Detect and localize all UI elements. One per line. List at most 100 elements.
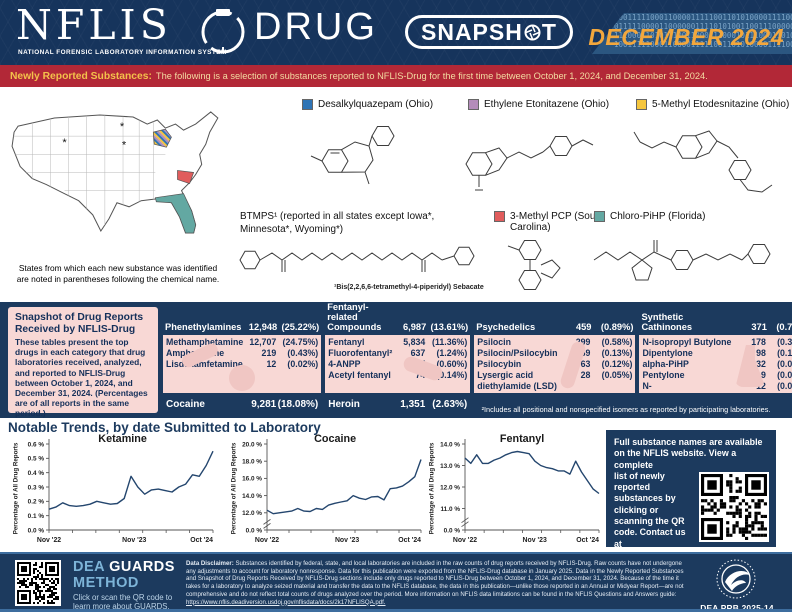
- svg-text:0.1 %: 0.1 %: [28, 513, 45, 520]
- guards-caption: Click or scan the QR code to learn more …: [73, 593, 173, 612]
- snapshot-panel: Snapshot of Drug Reports Received by NFL…: [0, 292, 792, 418]
- nflis-logo-subtitle: NATIONAL FORENSIC LABORATORY INFORMATION…: [18, 49, 227, 56]
- table-psychedelics: Psychedelics 459 (0.89%) Psilocin 299 (0.58%…: [474, 302, 636, 418]
- banner-label: Newly Reported Substances:: [10, 70, 152, 82]
- svg-text:12.0 %: 12.0 %: [242, 510, 262, 517]
- svg-text:Oct '24: Oct '24: [398, 537, 421, 544]
- category-name: Phenethylamines: [165, 322, 242, 332]
- category-pct: (0.72%): [776, 322, 792, 332]
- ketamine-line-chart: 0.0 % 0.1 % 0.2 % 0.3 % 0.4 % 0.5 % 0.6 % Nov '…: [28, 439, 214, 544]
- edition-date: DECEMBER 2024: [588, 24, 784, 50]
- category-name: Psychedelics: [476, 322, 536, 332]
- footer-accent-line: [0, 609, 792, 612]
- svg-text:0.0 %: 0.0 %: [246, 527, 263, 534]
- svg-text:Oct '24: Oct '24: [576, 537, 599, 544]
- svg-text:Nov '22: Nov '22: [255, 537, 279, 544]
- contact-box: Full substance names are available on th…: [606, 430, 776, 560]
- svg-text:20.0 %: 20.0 %: [242, 441, 262, 448]
- category-count: 12,948: [248, 322, 278, 332]
- chemical-structure-5-methyl-etodesnitazine-icon: [633, 130, 773, 193]
- svg-text:18.0 %: 18.0 %: [242, 459, 262, 466]
- legend-label: Chloro-PiHP (Florida): [610, 211, 706, 222]
- trend-chart-ketamine: Percentage of All Drug Reports Ketamine …: [6, 433, 218, 549]
- legend-5-methyl-etodesnitazine: 5-Methyl Etodesnitazine (Ohio): [636, 99, 789, 110]
- category-pct: (25.22%): [281, 322, 320, 332]
- svg-text:0.0 %: 0.0 %: [444, 527, 461, 534]
- qr-code-substances[interactable]: [699, 472, 769, 542]
- svg-text:Nov '23: Nov '23: [122, 537, 146, 544]
- banner-text: The following is a selection of substanc…: [155, 71, 708, 81]
- us-map: * * *: [11, 111, 219, 234]
- svg-text:0.6 %: 0.6 %: [28, 441, 45, 448]
- category-name: Synthetic Cathinones: [641, 312, 693, 332]
- nflis-emblem-icon: [201, 9, 245, 54]
- svg-text:11.0 %: 11.0 %: [440, 506, 460, 513]
- legend-label: 3-Methyl PCP (South Carolina): [510, 211, 604, 233]
- chemical-structure-ethylene-etonitazene-icon: [465, 136, 594, 191]
- snapshot-title: Snapshot of Drug Reports Received by NFL…: [15, 312, 144, 335]
- map-state-florida: [154, 193, 197, 234]
- svg-text:0.3 %: 0.3 %: [28, 484, 45, 491]
- svg-text:0.0 %: 0.0 %: [28, 527, 45, 534]
- footer: DEA GUARDS METHOD Click or scan the QR c…: [0, 552, 792, 613]
- category-name: Fentanyl and Fentanyl-related Compounds: [327, 292, 385, 332]
- svg-text:12.0 %: 12.0 %: [440, 484, 460, 491]
- svg-text:Nov '22: Nov '22: [37, 537, 61, 544]
- category-pct: (13.61%): [430, 322, 469, 332]
- svg-text:14.0 %: 14.0 %: [440, 441, 460, 448]
- svg-text:13.0 %: 13.0 %: [440, 463, 460, 470]
- drug-wordmark: DRUG: [254, 6, 378, 48]
- binary-row: 1001111100011000011111001101010000111100…: [614, 13, 792, 22]
- chemical-structure-desalkylquazepam-icon: [310, 126, 395, 185]
- snapshot-description: These tables present the top drugs in ea…: [15, 337, 148, 419]
- footnote-isomers: ²Includes all positional and nonspecifie…: [481, 405, 771, 414]
- disclaimer-link[interactable]: https://www.nflis.deadiversion.usdoj.gov…: [186, 598, 386, 606]
- svg-text:14.0 %: 14.0 %: [242, 493, 262, 500]
- chemical-structure-3-methyl-pcp-icon: [507, 240, 561, 290]
- legend-3-methyl-pcp: 3-Methyl PCP (South Carolina): [494, 211, 606, 233]
- chart-title: Cocaine: [314, 433, 357, 445]
- trends-title: Notable Trends, by date Submitted to Lab…: [8, 420, 321, 435]
- legend-label: Ethylene Etonitazene (Ohio): [484, 99, 610, 110]
- binary-row: 1110001101011100110001110001011100011010…: [614, 31, 792, 40]
- dea-seal-icon: [716, 559, 756, 599]
- header-banner: NFLIS NATIONAL FORENSIC LABORATORY INFOR…: [0, 0, 792, 65]
- table-phenethylamines: Phenethylamines 12,948 (25.22%) Methamphet…: [163, 302, 322, 418]
- chart-title: Ketamine: [98, 433, 147, 445]
- legend-ethylene-etonitazene: Ethylene Etonitazene (Ohio): [468, 99, 609, 110]
- trend-chart-fentanyl: Percentage of All Drug Reports Fentanyl …: [422, 433, 604, 549]
- legend-label: 5-Methyl Etodesnitazine (Ohio): [652, 99, 790, 110]
- legend-swatch-purple: [468, 99, 479, 110]
- map-state-ohio: [152, 128, 172, 148]
- table-row: Psilocin 299 (0.58%): [477, 337, 633, 347]
- state-borders: [12, 111, 166, 233]
- qr-code-guards[interactable]: [15, 560, 61, 606]
- snapshot-intro-box: Snapshot of Drug Reports Received by NFL…: [8, 307, 158, 418]
- snapshot-text-post: T: [541, 18, 557, 45]
- binary-row: 0111110000110000001111010100110011100000…: [614, 22, 792, 31]
- publication-number: DEA PRB 2025-14: [700, 603, 774, 613]
- map-caption: States from which each new substance was…: [16, 263, 220, 284]
- table-row: Acetyl fentanyl74(0.14%): [328, 370, 468, 380]
- chemical-structure-chloro-pihp-icon: [593, 240, 771, 281]
- table-row: Fluorofentanyl² 637 (1.24%): [328, 348, 468, 358]
- nflis-logo: NFLIS: [16, 1, 172, 49]
- binary-band: 100111110001100001111100110101000011110 0…: [592, 13, 792, 54]
- footnote-btmps: ¹Bis(2,2,6,6-tetramethyl-4-piperidyl) Se…: [334, 284, 484, 291]
- table-synthetic-cathinones: Synthetic Cathinones 371 (0.72%) N-isoprop…: [639, 302, 792, 418]
- table-row: Psilocybin 63 (0.12%): [477, 359, 633, 369]
- chemical-structure-btmps-icon: [239, 246, 475, 272]
- snapshot-badge: SNAPSH T: [405, 15, 573, 49]
- table-fentanyl-compounds: Fentanyl and Fentanyl-related Compounds 6…: [325, 292, 471, 418]
- snapshot-text-pre: SNAPSH: [421, 18, 523, 45]
- chart-title: Fentanyl: [499, 433, 545, 445]
- fentanyl-line-chart: 0.0 % 11.0 % 12.0 % 13.0 % 14.0 % Nov '22 Nov …: [440, 439, 600, 544]
- table-row: Lysergic acid diethylamide (LSD) 28 (0.05%…: [477, 370, 633, 391]
- asterisk-wyoming: *: [62, 137, 67, 149]
- category-count: 459: [575, 322, 592, 332]
- svg-text:0.4 %: 0.4 %: [28, 470, 45, 477]
- category-pct: (0.89%): [600, 322, 634, 332]
- svg-text:0.5 %: 0.5 %: [28, 456, 45, 463]
